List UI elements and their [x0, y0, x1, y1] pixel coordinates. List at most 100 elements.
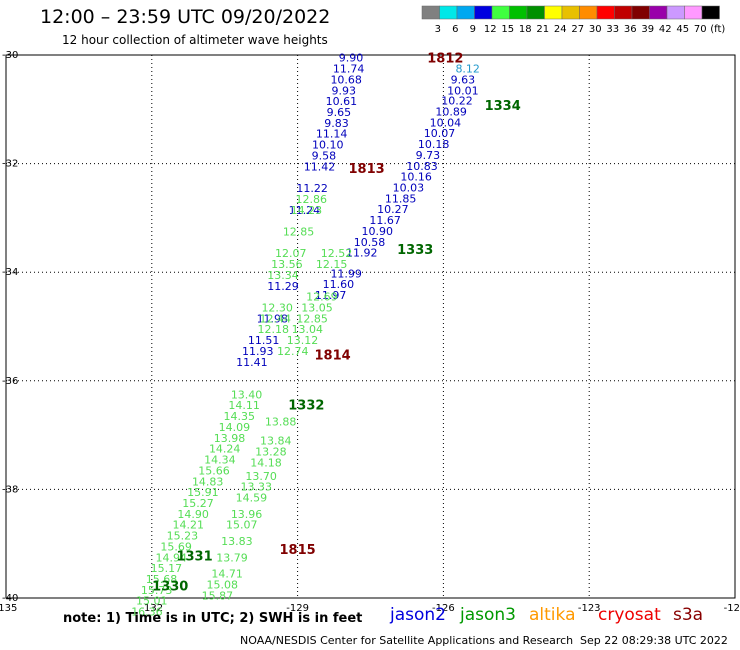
wave-height-value: 12.15: [316, 258, 348, 271]
wave-height-value: 15.68: [146, 573, 178, 586]
y-tick-label: -40: [2, 593, 18, 604]
colorbar-label: 12: [484, 24, 497, 35]
generated-timestamp: Sep 22 08:29:38 UTC 2022: [580, 634, 728, 647]
wave-height-value: 8.12: [455, 63, 480, 76]
wave-height-value: 11.93: [242, 345, 274, 358]
y-tick-label: -32: [2, 159, 18, 170]
y-tick-label: -38: [2, 484, 18, 495]
credit-line: NOAA/NESDIS Center for Satellite Applica…: [240, 634, 574, 647]
wave-height-value: 11.74: [333, 63, 365, 76]
wave-height-value: 11.67: [369, 214, 401, 227]
colorbar-swatch: [701, 5, 720, 20]
wave-height-value: 11.14: [316, 128, 348, 141]
wave-height-value: 9.90: [339, 52, 364, 65]
wave-height-value: 15.91: [187, 486, 219, 499]
colorbar-label: 3: [435, 24, 441, 35]
pass-number-label: 1814: [314, 349, 350, 364]
wave-height-value: 15.27: [182, 497, 214, 510]
wave-height-value: 14.71: [211, 568, 243, 581]
wave-height-value: 14.34: [204, 454, 236, 467]
pass-number-label: 1815: [280, 543, 316, 558]
wave-height-value: 12.69: [306, 291, 338, 304]
wave-height-value: 11.85: [385, 192, 417, 205]
pass-number-label: 1330: [152, 580, 188, 595]
wave-height-value: 10.89: [435, 105, 467, 118]
colorbar-label: 27: [571, 24, 584, 35]
wave-height-value: 15.08: [207, 578, 239, 591]
wave-height-value: 10.16: [400, 171, 432, 184]
wave-height-value: 12.44: [259, 312, 291, 325]
footnote: note: 1) Time is in UTC; 2) SWH is in fe…: [63, 611, 363, 626]
wave-height-value: 9.73: [416, 149, 441, 162]
x-tick-label: -132: [140, 603, 163, 614]
wave-height-value: 10.58: [354, 236, 386, 249]
chart-title: 12:00 – 23:59 UTC 09/20/2022: [40, 6, 331, 28]
legend-jason3: jason3: [460, 605, 516, 625]
x-tick-label: -120: [724, 603, 740, 614]
wave-height-value: 15.73: [141, 584, 173, 597]
pass-number-label: 1332: [288, 399, 324, 414]
wave-height-value: 10.61: [326, 95, 358, 108]
wave-height-value: 14.35: [224, 410, 256, 423]
wave-height-value: 15.66: [198, 464, 230, 477]
wave-height-value: 14.18: [250, 456, 282, 469]
pass-number-label: 1334: [485, 99, 521, 114]
wave-height-value: 14.09: [219, 421, 251, 434]
wave-height-value: 16.36: [131, 606, 163, 619]
x-tick-label: -126: [432, 603, 455, 614]
wave-height-value: 12.30: [261, 301, 293, 314]
colorbar-label: (ft): [710, 24, 725, 35]
wave-height-colorbar: 3 6 9 12 15 18 21 24 27 30 33 36 39 42 45 70 (ft): [421, 5, 725, 35]
y-tick-label: -36: [2, 376, 18, 387]
pass-number-label: 1813: [349, 162, 385, 177]
wave-height-value: 15.69: [160, 540, 192, 553]
wave-height-value: 10.03: [393, 181, 425, 194]
x-tick-label: -135: [0, 603, 17, 614]
legend-cryosat: cryosat: [598, 605, 661, 625]
y-tick-label: -30: [2, 50, 18, 61]
wave-height-value: 13.83: [221, 535, 253, 548]
legend-altika: altika: [529, 605, 576, 625]
wave-height-value: 13.28: [255, 445, 287, 458]
wave-height-value: 13.98: [214, 432, 246, 445]
wave-height-value: 10.27: [377, 203, 409, 216]
wave-height-value: 11.60: [323, 278, 355, 291]
wave-height-value: 9.93: [332, 84, 357, 97]
wave-height-value: 12.74: [277, 345, 309, 358]
wave-height-value: 13.84: [260, 435, 292, 448]
plot-frame: [5, 54, 736, 599]
colorbar-label: 42: [659, 24, 672, 35]
wave-height-value: 9.58: [312, 149, 337, 162]
wave-height-value: 11.42: [304, 160, 336, 173]
wave-height-value: 14.21: [173, 519, 205, 532]
colorbar-label: 6: [452, 24, 458, 35]
legend-jason2: jason2: [390, 605, 446, 625]
wave-height-value: 13.05: [301, 301, 333, 314]
colorbar-label: 36: [624, 24, 637, 35]
wave-height-value: 11.24: [289, 204, 321, 217]
wave-height-value: 10.18: [418, 138, 450, 151]
wave-height-value: 15.17: [151, 562, 183, 575]
wave-height-value: 15.87: [202, 589, 234, 602]
wave-height-value: 10.22: [441, 95, 473, 108]
wave-height-value: 11.99: [330, 267, 362, 280]
wave-height-value: 9.65: [327, 106, 352, 119]
wave-height-value: 14.11: [228, 399, 260, 412]
pass-number-label: 1812: [427, 52, 463, 67]
colorbar-label: 18: [519, 24, 532, 35]
wave-height-value: 11.98: [257, 312, 289, 325]
colorbar-label: 24: [554, 24, 567, 35]
colorbar-label: 15: [501, 24, 514, 35]
legend-s3a: s3a: [673, 605, 704, 625]
wave-height-value: 9.83: [324, 117, 349, 130]
wave-height-value: 13.70: [245, 470, 277, 483]
wave-height-value: 12.52: [321, 247, 353, 260]
wave-height-value: 10.68: [330, 73, 362, 86]
wave-height-value: 11.51: [248, 334, 280, 347]
wave-height-value: 12.07: [275, 247, 307, 260]
wave-height-value: 14.23: [291, 204, 323, 217]
wave-height-value: 10.90: [362, 225, 394, 238]
wave-height-value: 15.07: [226, 519, 258, 532]
wave-height-value: 14.94: [155, 551, 187, 564]
